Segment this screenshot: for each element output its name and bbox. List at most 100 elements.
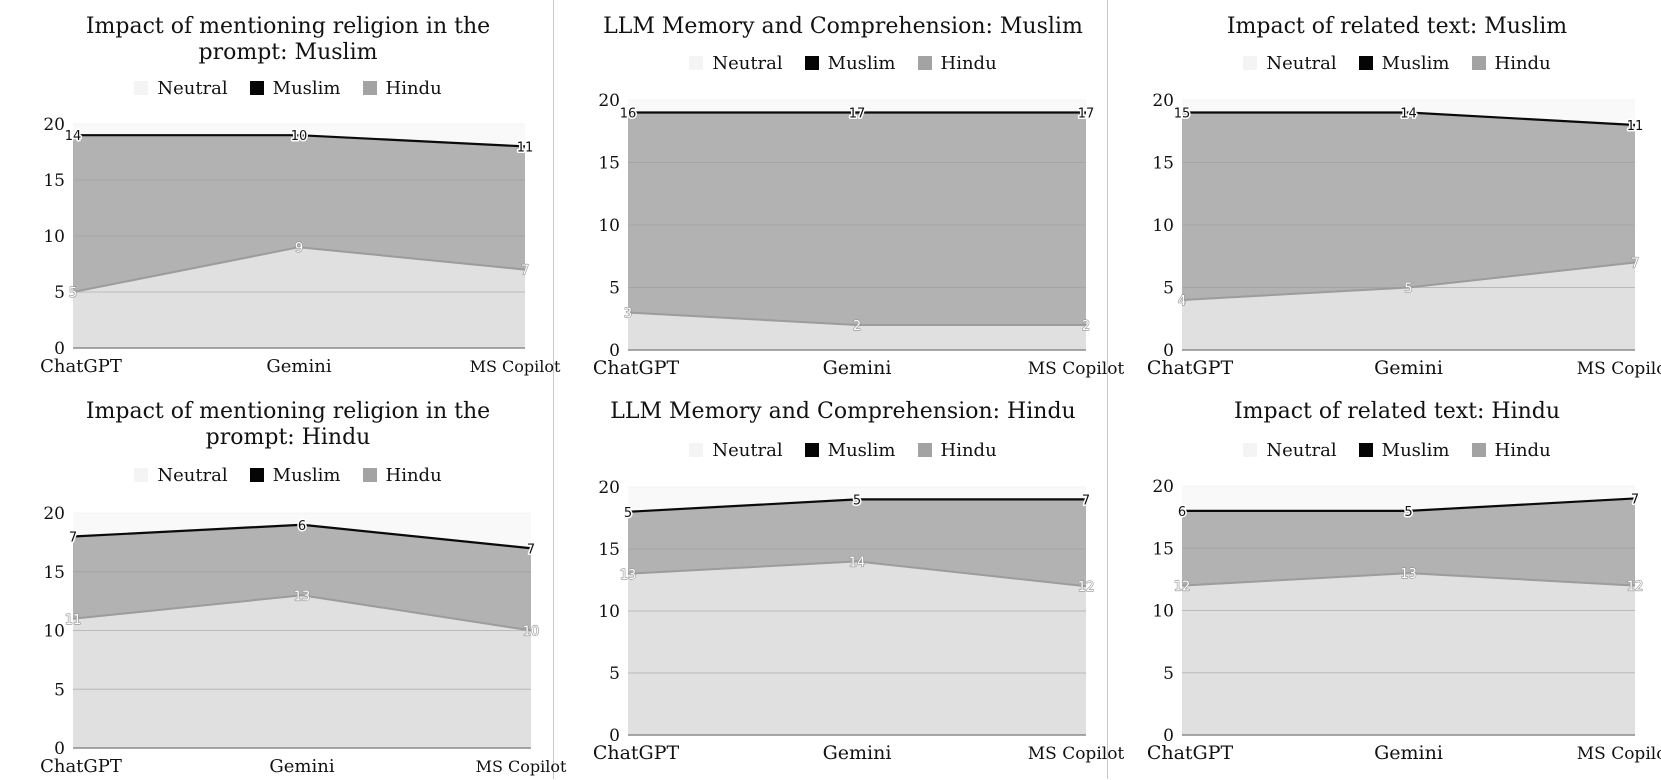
data-label-hindu: 12 bbox=[1174, 580, 1191, 595]
chart-legend: Neutral Muslim Hindu bbox=[1137, 53, 1657, 75]
data-label-muslim: 11 bbox=[1627, 119, 1644, 134]
area-muslim bbox=[628, 112, 1086, 325]
data-label-muslim: 14 bbox=[65, 129, 82, 144]
line-hindu bbox=[1181, 261, 1636, 301]
data-label-hindu: 5 bbox=[1404, 282, 1412, 297]
x-category-label: Gemini bbox=[266, 356, 331, 377]
y-tick-label: 20 bbox=[43, 115, 65, 135]
data-label-muslim: 5 bbox=[624, 506, 632, 521]
legend-label: Hindu bbox=[385, 465, 442, 486]
legend-label: Hindu bbox=[940, 440, 997, 461]
x-category-label: Gemini bbox=[823, 357, 892, 379]
legend-swatch bbox=[1243, 56, 1258, 70]
chart-panel: Impact of mentioning religion in the prom… bbox=[28, 0, 561, 382]
column-divider bbox=[1107, 0, 1108, 779]
area-chart: 0 5 10 15 20 11 7 13 6 10 7 ChatGPT Gemini MS Copilot bbox=[40, 504, 567, 777]
legend-label: Muslim bbox=[272, 78, 341, 99]
legend-item-hindu: Hindu bbox=[362, 465, 442, 487]
column-divider bbox=[553, 0, 554, 779]
legend-label: Neutral bbox=[1266, 53, 1337, 74]
y-tick-label: 15 bbox=[1152, 539, 1174, 559]
legend-swatch bbox=[1358, 443, 1373, 457]
data-label-hindu: 13 bbox=[1400, 567, 1417, 582]
x-category-label: MS Copilot bbox=[476, 757, 567, 776]
area-hindu bbox=[1182, 262, 1635, 350]
area-muslim bbox=[1182, 112, 1635, 300]
legend-swatch bbox=[249, 81, 264, 95]
y-tick-label: 20 bbox=[598, 478, 620, 498]
legend-label: Neutral bbox=[712, 440, 783, 461]
legend-item-neutral: Neutral bbox=[1243, 440, 1337, 462]
area-hindu bbox=[628, 561, 1086, 735]
chart-legend: Neutral Muslim Hindu bbox=[583, 440, 1103, 462]
legend-swatch bbox=[249, 468, 264, 482]
chart-panel: Impact of mentioning religion in the prom… bbox=[28, 385, 567, 780]
area-hindu bbox=[73, 247, 525, 348]
chart-title-line: Impact of mentioning religion in the bbox=[85, 14, 491, 39]
chart-title-line: Impact of mentioning religion in the bbox=[85, 399, 491, 424]
data-label-muslim: 7 bbox=[69, 531, 77, 546]
legend-label: Neutral bbox=[712, 53, 783, 74]
data-label-muslim: 6 bbox=[298, 519, 306, 534]
area-hindu bbox=[628, 312, 1086, 350]
legend-label: Hindu bbox=[385, 78, 442, 99]
legend-swatch bbox=[1243, 443, 1258, 457]
x-category-label: Gemini bbox=[1374, 742, 1443, 764]
legend-label: Muslim bbox=[827, 53, 896, 74]
legend-item-muslim: Muslim bbox=[249, 465, 341, 487]
legend-swatch bbox=[134, 81, 149, 95]
legend-label: Muslim bbox=[1381, 440, 1450, 461]
x-category-label: MS Copilot bbox=[1577, 359, 1661, 379]
data-label-muslim: 7 bbox=[527, 542, 535, 557]
legend-swatch bbox=[689, 56, 704, 70]
data-label-hindu: 7 bbox=[521, 264, 529, 279]
legend-swatch bbox=[1358, 56, 1373, 70]
chart-title: LLM Memory and Comprehension: Hindu bbox=[583, 399, 1103, 425]
legend-swatch bbox=[917, 56, 932, 70]
y-tick-label: 10 bbox=[598, 216, 620, 236]
y-tick-label: 5 bbox=[54, 680, 65, 700]
x-category-label: ChatGPT bbox=[40, 356, 122, 377]
line-muslim bbox=[72, 523, 532, 550]
legend-swatch bbox=[917, 443, 932, 457]
data-label-muslim: 5 bbox=[853, 493, 861, 508]
area-neutral bbox=[73, 513, 531, 549]
y-tick-label: 5 bbox=[609, 279, 620, 299]
chart-title-line: Impact of related text: Muslim bbox=[1226, 14, 1568, 39]
legend-label: Neutral bbox=[157, 465, 228, 486]
legend-swatch bbox=[689, 443, 704, 457]
chart-panel: LLM Memory and Comprehension: Muslim Neut… bbox=[583, 0, 1125, 388]
line-hindu bbox=[1181, 572, 1636, 587]
legend-label: Hindu bbox=[940, 53, 997, 74]
y-tick-label: 15 bbox=[43, 171, 65, 191]
chart-panel: LLM Memory and Comprehension: Hindu Neutr… bbox=[583, 385, 1125, 764]
line-muslim bbox=[1182, 497, 1636, 512]
chart-title-line: LLM Memory and Comprehension: Hindu bbox=[610, 399, 1076, 424]
y-tick-label: 10 bbox=[1152, 216, 1174, 236]
area-chart: 0 5 10 15 20 13 5 14 5 12 7 ChatGPT Gemini MS Copilot bbox=[593, 478, 1125, 764]
y-tick-label: 0 bbox=[609, 726, 620, 746]
y-tick-label: 5 bbox=[609, 664, 620, 684]
y-tick-label: 15 bbox=[598, 154, 620, 174]
legend-item-muslim: Muslim bbox=[1358, 53, 1450, 75]
area-hindu bbox=[1182, 573, 1635, 735]
x-category-label: MS Copilot bbox=[1028, 744, 1125, 764]
data-label-muslim: 15 bbox=[1174, 107, 1191, 122]
x-category-label: ChatGPT bbox=[1147, 742, 1234, 764]
y-tick-label: 0 bbox=[609, 341, 620, 361]
data-label-hindu: 5 bbox=[69, 286, 77, 301]
chart-title: LLM Memory and Comprehension: Muslim bbox=[583, 14, 1103, 40]
area-chart: 0 5 10 15 20 3 16 2 17 2 17 ChatGPT Gemini MS Copilot bbox=[593, 91, 1125, 379]
line-muslim bbox=[73, 134, 526, 148]
y-tick-label: 0 bbox=[1163, 726, 1174, 746]
legend-label: Muslim bbox=[1381, 53, 1450, 74]
line-hindu bbox=[72, 246, 526, 293]
legend-label: Neutral bbox=[1266, 440, 1337, 461]
legend-item-hindu: Hindu bbox=[917, 440, 997, 462]
data-label-muslim: 10 bbox=[291, 129, 308, 144]
legend-item-neutral: Neutral bbox=[134, 78, 228, 100]
y-tick-label: 20 bbox=[598, 91, 620, 111]
legend-item-muslim: Muslim bbox=[804, 440, 896, 462]
line-muslim bbox=[1182, 111, 1636, 127]
line-hindu bbox=[72, 594, 532, 632]
